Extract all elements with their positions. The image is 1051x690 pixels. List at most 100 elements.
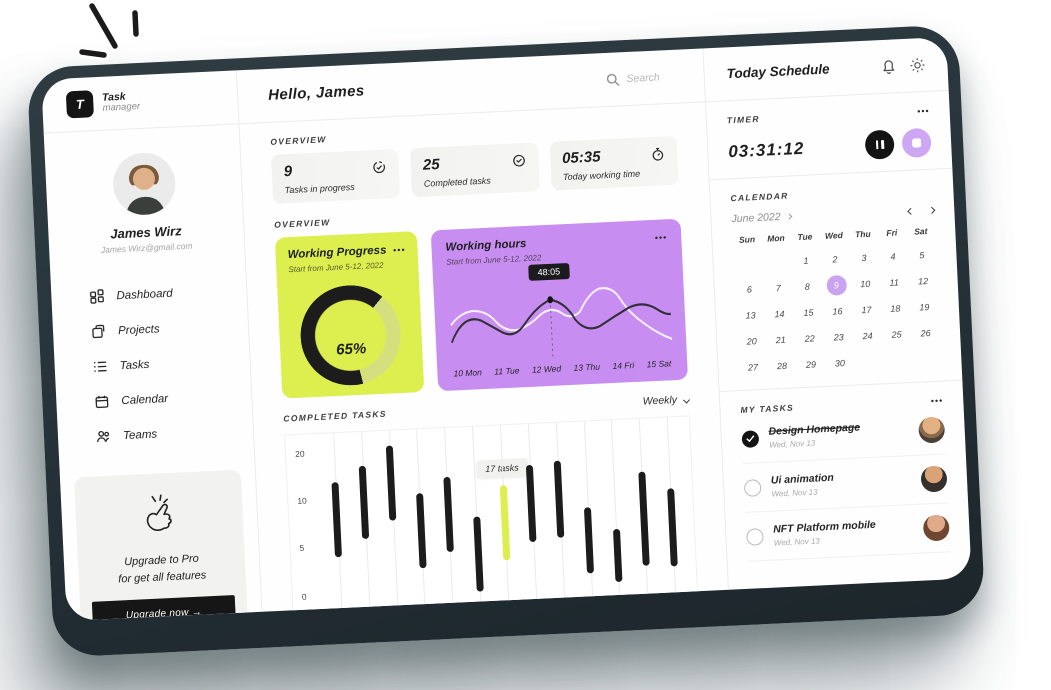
calendar-day[interactable]: 30 xyxy=(834,358,846,369)
calendar-day[interactable]: 27 xyxy=(747,362,759,373)
search-placeholder: Search xyxy=(626,70,661,85)
calendar-day[interactable]: 19 xyxy=(919,302,930,313)
search-input[interactable]: Search xyxy=(605,70,660,87)
day-label: 10 Mon xyxy=(453,367,483,379)
calendar-day[interactable]: 20 xyxy=(746,336,758,347)
calendar-day-header: Tue xyxy=(797,231,813,243)
calendar-label: CALENDAR xyxy=(730,190,789,204)
calendar-day[interactable]: 17 xyxy=(861,304,872,316)
pause-icon xyxy=(880,139,884,150)
bar[interactable] xyxy=(358,465,370,540)
bar[interactable] xyxy=(416,492,427,569)
calendar-day[interactable]: 6 xyxy=(746,284,753,295)
stop-button[interactable] xyxy=(901,127,932,159)
page-title: Hello, James xyxy=(267,82,365,104)
sidebar-item-projects[interactable]: Projects xyxy=(52,307,248,351)
calendar-day[interactable]: 25 xyxy=(891,329,902,340)
more-menu-icon[interactable]: ••• xyxy=(930,395,944,407)
timer-value: 03:31:12 xyxy=(727,138,805,161)
calendar-day[interactable]: 24 xyxy=(862,330,873,342)
calendar-day-empty xyxy=(854,351,884,372)
bell-icon[interactable] xyxy=(880,57,897,75)
task-row[interactable]: Design Homepage Wed, Nov 13 xyxy=(740,405,946,464)
task-row[interactable]: NFT Platform mobile Wed, Nov 13 xyxy=(745,503,951,562)
more-menu-icon[interactable]: ••• xyxy=(654,232,668,243)
bar[interactable] xyxy=(553,460,565,538)
calendar-day[interactable]: 7 xyxy=(775,283,782,294)
calendar-day[interactable]: 11 xyxy=(889,277,900,288)
calendar-day[interactable]: 4 xyxy=(890,251,896,262)
calendar-day[interactable]: 13 xyxy=(745,310,756,321)
avatar xyxy=(111,151,177,217)
weekly-filter-dropdown[interactable]: Weekly xyxy=(642,393,690,408)
calendar-day[interactable]: 28 xyxy=(776,360,788,372)
calendar-day[interactable]: 10 xyxy=(859,278,871,290)
sidebar-nav: Dashboard Projects Tasks Calendar Teams xyxy=(51,272,254,456)
bar[interactable] xyxy=(526,465,537,543)
stopwatch-icon xyxy=(652,147,664,161)
stat-working-time[interactable]: 05:35 Today working time xyxy=(549,135,679,191)
more-menu-icon[interactable]: ••• xyxy=(392,244,406,256)
day-label: 15 Sat xyxy=(646,358,672,370)
upgrade-now-button[interactable]: Upgrade now → xyxy=(91,595,237,622)
calendar-day[interactable]: 3 xyxy=(861,252,867,264)
bar-highlighted[interactable] xyxy=(499,485,510,561)
bar[interactable] xyxy=(638,471,650,566)
bar[interactable] xyxy=(472,516,484,593)
completed-tasks-chart: 20 10 5 0 17 tasks xyxy=(284,415,699,622)
next-month-icon[interactable] xyxy=(928,206,936,214)
gear-icon[interactable] xyxy=(909,56,926,73)
bar[interactable] xyxy=(331,481,343,558)
sidebar-item-calendar[interactable]: Calendar xyxy=(56,377,252,421)
more-menu-icon[interactable]: ••• xyxy=(916,105,930,117)
sidebar-item-teams[interactable]: Teams xyxy=(57,412,253,456)
y-tick: 0 xyxy=(301,591,307,602)
sidebar-item-label: Dashboard xyxy=(116,287,173,302)
stat-value: 25 xyxy=(422,155,441,174)
pause-button[interactable] xyxy=(864,129,895,160)
task-checkbox[interactable] xyxy=(743,478,762,497)
calendar-day[interactable]: 21 xyxy=(775,334,786,346)
calendar-day[interactable]: 14 xyxy=(774,308,785,320)
bar[interactable] xyxy=(385,445,397,521)
sidebar-item-tasks[interactable]: Tasks xyxy=(54,342,250,386)
calendar-day[interactable]: 22 xyxy=(804,333,815,344)
line-chart xyxy=(450,287,673,358)
bar[interactable] xyxy=(583,507,595,574)
sidebar-item-dashboard[interactable]: Dashboard xyxy=(51,272,247,316)
calendar-day[interactable]: 1 xyxy=(803,255,809,266)
calendar-day[interactable]: 9 xyxy=(825,274,847,296)
calendar-day[interactable]: 16 xyxy=(832,306,843,317)
bar[interactable] xyxy=(666,488,678,567)
progress-donut: 65% xyxy=(289,283,412,388)
calendar-day-empty xyxy=(912,349,942,370)
main-body: OVERVIEW 9 Tasks in progress 25 Complete… xyxy=(239,102,729,622)
stat-tasks-in-progress[interactable]: 9 Tasks in progress xyxy=(270,148,401,204)
task-checkbox[interactable] xyxy=(746,527,764,546)
calendar-day[interactable]: 23 xyxy=(833,332,844,343)
logo-block: T Task manager xyxy=(41,70,239,134)
calendar-day[interactable]: 5 xyxy=(919,250,925,261)
working-progress-card: Working Progress ••• Start from June 5-1… xyxy=(274,231,425,399)
month-selector[interactable]: June 2022 xyxy=(731,210,793,225)
stat-label: Tasks in progress xyxy=(284,181,356,196)
calendar-day-empty xyxy=(762,251,792,272)
app-logo: T xyxy=(65,90,94,119)
stat-completed-tasks[interactable]: 25 Completed tasks xyxy=(410,142,540,198)
task-checkbox-checked[interactable] xyxy=(741,429,760,448)
sidebar-item-label: Teams xyxy=(122,428,158,442)
prev-month-icon[interactable] xyxy=(907,207,915,215)
calendar-day[interactable]: 29 xyxy=(805,359,817,370)
bar[interactable] xyxy=(612,528,623,582)
calendar-day[interactable]: 15 xyxy=(803,307,814,318)
calendar-day[interactable]: 18 xyxy=(890,303,901,314)
calendar-day[interactable]: 2 xyxy=(832,254,838,265)
calendar-day[interactable]: 8 xyxy=(804,281,811,292)
bar[interactable] xyxy=(443,476,454,553)
calendar-day-header: Mon xyxy=(766,232,785,244)
calendar-day[interactable]: 26 xyxy=(920,327,931,339)
y-tick: 20 xyxy=(294,448,305,459)
calendar-day[interactable]: 12 xyxy=(917,276,929,287)
stats-row: 9 Tasks in progress 25 Completed tasks 0… xyxy=(270,135,679,204)
logo-subtitle: manager xyxy=(102,101,141,114)
